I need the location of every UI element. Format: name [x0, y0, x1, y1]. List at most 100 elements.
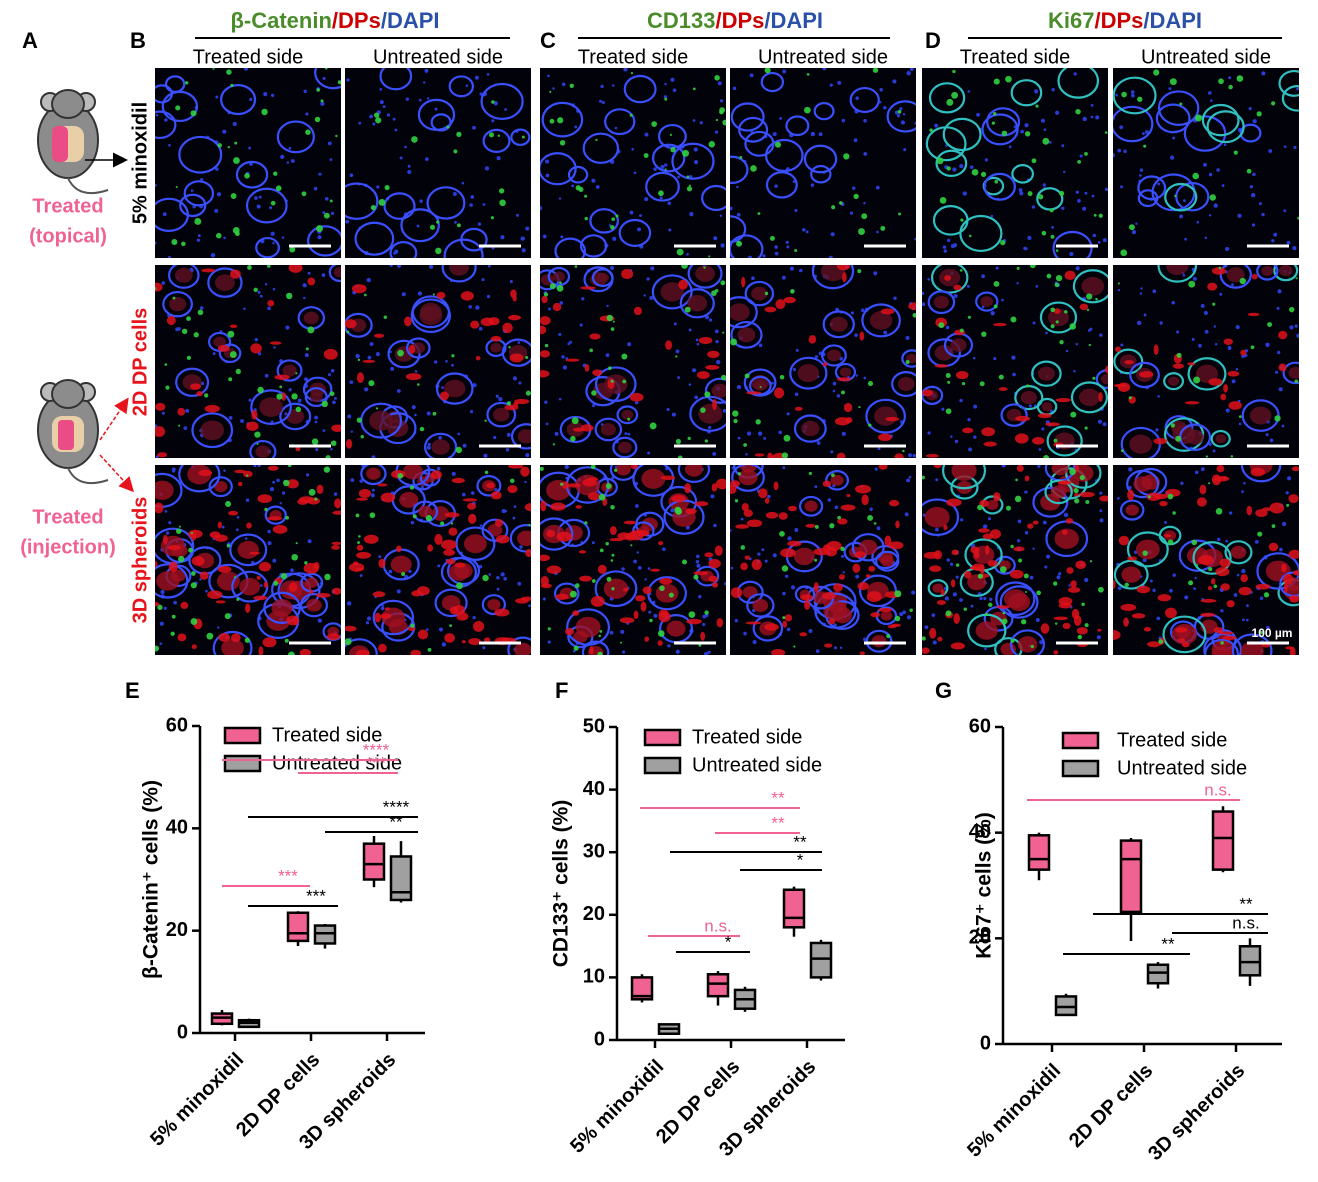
dp-signal: [933, 295, 950, 309]
marker-signal: [357, 358, 361, 362]
follicle: [981, 113, 1019, 146]
nucleus: [270, 93, 275, 98]
follicle: [822, 310, 855, 339]
marker-signal: [295, 542, 298, 545]
nucleus: [160, 589, 165, 595]
dp-cell: [1015, 415, 1031, 422]
dp-cell: [937, 636, 943, 642]
nucleus: [524, 480, 527, 484]
nucleus: [1061, 144, 1065, 148]
nucleus: [388, 569, 393, 574]
separator: /: [381, 8, 387, 33]
follicle: [354, 221, 395, 256]
nucleus: [1229, 511, 1233, 515]
marker-signal: [197, 309, 204, 316]
nucleus: [736, 185, 739, 189]
dp-cell: [1268, 542, 1279, 552]
nucleus: [633, 171, 637, 175]
follicle: [930, 265, 969, 294]
follicle: [476, 475, 502, 497]
nucleus: [304, 353, 309, 358]
nucleus: [862, 637, 867, 642]
dp-cell: [217, 565, 232, 573]
marker-signal: [305, 347, 309, 351]
marker-signal: [781, 565, 789, 572]
marker-signal: [194, 218, 202, 225]
follicle: [651, 274, 693, 310]
nucleus: [644, 197, 649, 202]
dp-cell: [1269, 502, 1285, 514]
marker-signal: [1271, 101, 1276, 106]
panel-letter: G: [935, 678, 952, 703]
dp-signal: [1211, 640, 1234, 655]
nucleus: [478, 326, 483, 331]
nucleus: [1082, 116, 1087, 122]
nucleus: [1208, 172, 1213, 177]
marker-signal: [193, 332, 199, 338]
follicle: [1044, 479, 1073, 505]
nucleus: [1117, 497, 1120, 500]
nucleus: [854, 333, 858, 337]
dp-cell: [286, 479, 299, 489]
follicle: [1126, 469, 1160, 499]
column-label: Untreated side: [373, 46, 503, 68]
nucleus: [461, 492, 466, 497]
marker-signal: [591, 579, 596, 583]
marker-signal: [610, 327, 615, 331]
marker-signal: [649, 618, 653, 623]
nucleus: [1102, 238, 1107, 243]
marker-signal: [1267, 322, 1273, 327]
dp-cell: [888, 541, 904, 550]
nucleus: [558, 397, 562, 401]
dp-cell: [556, 531, 573, 542]
nucleus: [954, 439, 959, 444]
nucleus: [168, 255, 171, 258]
marker-signal: [181, 328, 188, 335]
stain-name: Ki67: [1048, 8, 1094, 33]
marker-signal: [411, 136, 418, 143]
nucleus: [558, 197, 562, 200]
dp-cell: [1027, 523, 1034, 529]
dp-cell: [823, 643, 833, 648]
marker-signal: [560, 482, 564, 486]
dp-cell: [504, 404, 519, 411]
nucleus: [272, 558, 277, 563]
follicle: [612, 436, 638, 458]
marker-signal: [595, 138, 598, 142]
dp-signal: [797, 364, 820, 383]
marker-signal: [287, 465, 292, 468]
dp-cell: [963, 570, 972, 579]
nucleus: [185, 408, 190, 413]
follicle: [891, 370, 916, 397]
dp-cell: [309, 589, 314, 594]
nucleus: [330, 211, 335, 215]
follicle: [865, 398, 906, 434]
marker-signal: [164, 363, 168, 366]
nucleus: [959, 598, 963, 602]
nucleus: [1285, 491, 1289, 495]
nucleus: [1048, 140, 1052, 144]
nucleus: [1091, 194, 1095, 198]
marker-signal: [668, 592, 674, 598]
dp-cell: [780, 548, 796, 558]
nucleus: [544, 400, 548, 404]
nucleus: [1044, 565, 1048, 569]
follicle: [861, 303, 901, 338]
marker-signal: [510, 478, 515, 484]
marker-signal: [1220, 641, 1224, 645]
dp-cell: [837, 518, 848, 525]
marker-signal: [573, 645, 579, 651]
dp-cell: [356, 544, 364, 551]
nucleus: [1286, 240, 1291, 245]
marker-signal: [774, 141, 781, 148]
dp-cell: [861, 494, 869, 506]
marker-signal: [1175, 435, 1182, 442]
follicle: [1010, 79, 1043, 107]
dp-cell: [684, 483, 692, 494]
marker-signal: [757, 212, 761, 215]
dp-cell: [1153, 344, 1159, 356]
nucleus: [155, 241, 157, 245]
dp-signal: [431, 439, 450, 455]
dp-cell: [540, 554, 550, 562]
marker-signal: [185, 81, 189, 85]
